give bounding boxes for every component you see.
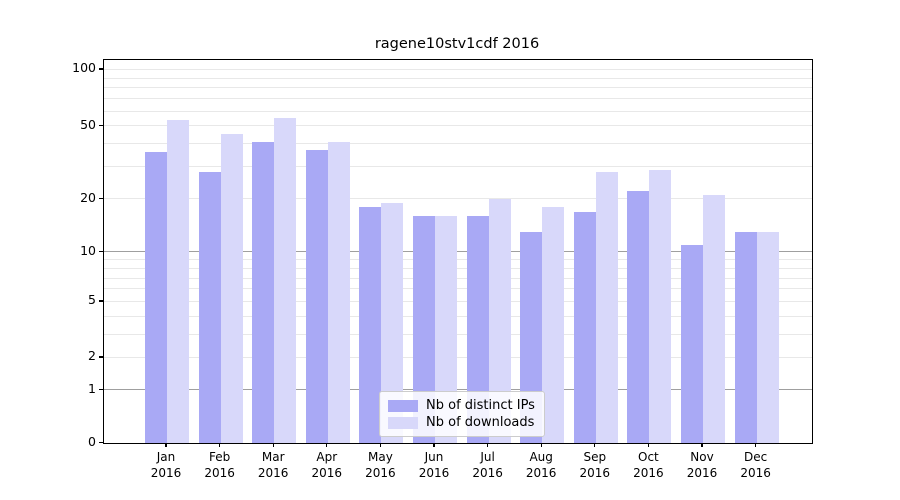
x-tick-label-may: May 2016 [365, 450, 396, 480]
bar-nb-of-downloads-apr [327, 141, 350, 443]
bar-nb-of-downloads-jul [488, 198, 511, 443]
bar-nb-of-distinct-ips-mar [252, 141, 275, 443]
x-tick-label-jan: Jan 2016 [150, 450, 182, 480]
gridline-minor [104, 333, 812, 335]
y-tick-mark [99, 124, 103, 127]
x-tick-label-mar: Mar 2016 [257, 450, 289, 480]
gridline-minor [104, 68, 812, 70]
x-tick-label-dec: Dec 2016 [740, 450, 771, 480]
y-tick-mark [99, 68, 103, 70]
bar-nb-of-distinct-ips-nov [681, 244, 703, 443]
x-tick-mark [701, 443, 703, 447]
x-tick-label-aug: Aug 2016 [525, 450, 557, 480]
plot-area [103, 59, 813, 444]
legend-label-nb-of-downloads: Nb of downloads [426, 415, 535, 430]
y-tick-label: 10 [80, 242, 96, 258]
x-tick-mark [379, 443, 382, 447]
bar-nb-of-distinct-ips-jun [413, 216, 435, 443]
y-tick-mark [99, 388, 103, 390]
bar-nb-of-distinct-ips-dec [734, 232, 757, 443]
y-tick-mark [99, 250, 103, 253]
x-tick-mark [594, 443, 596, 447]
chart-title: ragene10stv1cdf 2016 [374, 36, 540, 52]
legend-label-nb-of-distinct-ips: Nb of distinct IPs [426, 398, 535, 413]
bar-nb-of-distinct-ips-feb [198, 172, 221, 443]
x-tick-mark [218, 443, 221, 447]
y-tick-label: 20 [80, 189, 96, 205]
x-tick-label-jul: Jul 2016 [472, 450, 503, 480]
x-tick-mark [165, 443, 167, 447]
x-tick-label-sep: Sep 2016 [579, 450, 611, 480]
x-tick-mark [326, 443, 328, 447]
y-tick-mark [99, 442, 103, 444]
x-tick-label-jun: Jun 2016 [418, 450, 450, 480]
gridline-major [104, 389, 812, 391]
x-tick-label-oct: Oct 2016 [633, 450, 664, 480]
gridline-minor [104, 288, 812, 290]
bar-nb-of-downloads-feb [220, 134, 243, 443]
legend-swatch-nb-of-distinct-ips [388, 399, 418, 412]
gridline-minor [104, 143, 812, 145]
gridline-minor [104, 315, 812, 317]
bar-nb-of-distinct-ips-jul [466, 216, 489, 443]
bar-nb-of-downloads-jun [435, 216, 457, 443]
gridline-minor [104, 87, 812, 89]
x-tick-mark [754, 443, 757, 447]
bar-nb-of-distinct-ips-sep [573, 211, 596, 443]
gridline-minor [104, 356, 812, 358]
x-tick-mark [540, 443, 542, 447]
bar-nb-of-downloads-dec [756, 232, 779, 443]
bar-nb-of-distinct-ips-oct [627, 191, 650, 443]
y-tick-label: 0 [88, 434, 96, 449]
y-tick-label: 50 [80, 116, 96, 132]
legend-row-nb-of-downloads: Nb of downloads [388, 414, 544, 431]
bar-nb-of-distinct-ips-jan [145, 152, 167, 443]
bar-nb-of-downloads-may [381, 202, 404, 443]
x-tick-mark [272, 443, 274, 447]
y-tick-mark [99, 197, 103, 200]
y-tick-label: 100 [72, 60, 96, 76]
x-tick-label-apr: Apr 2016 [311, 450, 343, 480]
gridline-major [104, 251, 812, 253]
bar-nb-of-downloads-nov [703, 195, 725, 443]
x-tick-mark [486, 443, 489, 447]
bar-nb-of-downloads-aug [542, 207, 565, 443]
legend-swatch-nb-of-downloads [388, 416, 418, 429]
gridline-minor [104, 110, 812, 112]
gridline-minor [104, 259, 812, 261]
y-tick-mark [99, 300, 103, 302]
bar-nb-of-downloads-mar [274, 118, 297, 443]
legend: Nb of distinct IPs Nb of downloads [379, 391, 545, 437]
x-tick-label-nov: Nov 2016 [686, 450, 718, 480]
y-tick-label: 1 [88, 380, 96, 396]
gridline-minor [104, 267, 812, 269]
y-tick-label: 5 [88, 292, 96, 308]
y-tick-mark [99, 356, 103, 358]
bar-nb-of-distinct-ips-may [359, 207, 382, 443]
gridline-minor [104, 77, 812, 79]
gridline-minor [104, 277, 812, 279]
bar-nb-of-downloads-jan [167, 119, 189, 443]
legend-row-nb-of-distinct-ips: Nb of distinct IPs [388, 397, 544, 414]
y-tick-label: 2 [88, 348, 96, 364]
gridline-minor [104, 198, 812, 200]
gridline-minor [104, 166, 812, 168]
bar-nb-of-distinct-ips-aug [520, 232, 543, 443]
gridline-minor [104, 300, 812, 302]
x-tick-label-feb: Feb 2016 [204, 450, 235, 480]
gridline-minor [104, 125, 812, 127]
x-tick-mark [433, 443, 435, 447]
bar-nb-of-distinct-ips-apr [305, 150, 328, 443]
bar-nb-of-downloads-sep [595, 172, 618, 443]
x-tick-mark [647, 443, 650, 447]
gridline-minor [104, 98, 812, 100]
bar-nb-of-downloads-oct [649, 169, 672, 443]
